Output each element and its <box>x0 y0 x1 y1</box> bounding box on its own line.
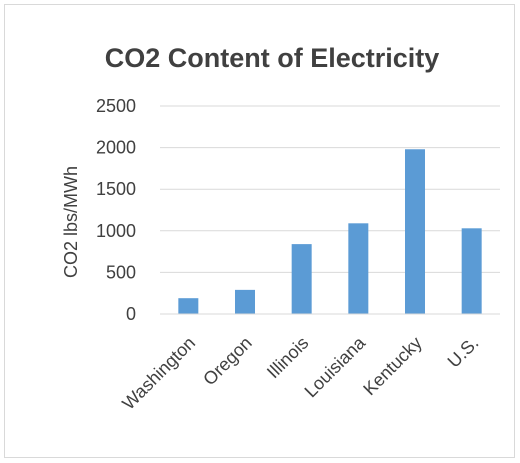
x-category-label: Oregon <box>199 333 256 390</box>
bar-u-s <box>461 228 482 314</box>
bar-illinois <box>291 244 312 314</box>
x-category-label: U.S. <box>444 333 483 372</box>
x-category-label: Kentucky <box>359 333 426 400</box>
bar-louisiana <box>348 223 369 314</box>
x-category-label: Louisiana <box>301 332 370 401</box>
y-tick-label: 2000 <box>96 138 136 158</box>
y-tick-label: 2500 <box>96 96 136 116</box>
x-axis-categories: Washington Oregon IllinoisLouisianaKentuck… <box>118 332 482 414</box>
y-tick-label: 1000 <box>96 221 136 241</box>
bar-oregon <box>235 289 255 314</box>
y-tick-label: 0 <box>126 304 136 324</box>
chart-title: CO2 Content of Electricity <box>105 43 440 73</box>
bars <box>178 149 482 314</box>
y-axis-label: CO2 lbs/MWh <box>61 166 81 278</box>
x-category-label: Washington <box>118 333 199 414</box>
y-tick-label: 1500 <box>96 179 136 199</box>
x-category-label: Illinois <box>263 333 313 383</box>
y-tick-label: 500 <box>106 262 136 282</box>
bar-kentucky <box>405 149 425 314</box>
gridlines <box>160 105 500 273</box>
bar-washington <box>178 298 199 314</box>
y-axis-ticks: 0 500 1000 1500 2000 2500 <box>96 96 136 324</box>
